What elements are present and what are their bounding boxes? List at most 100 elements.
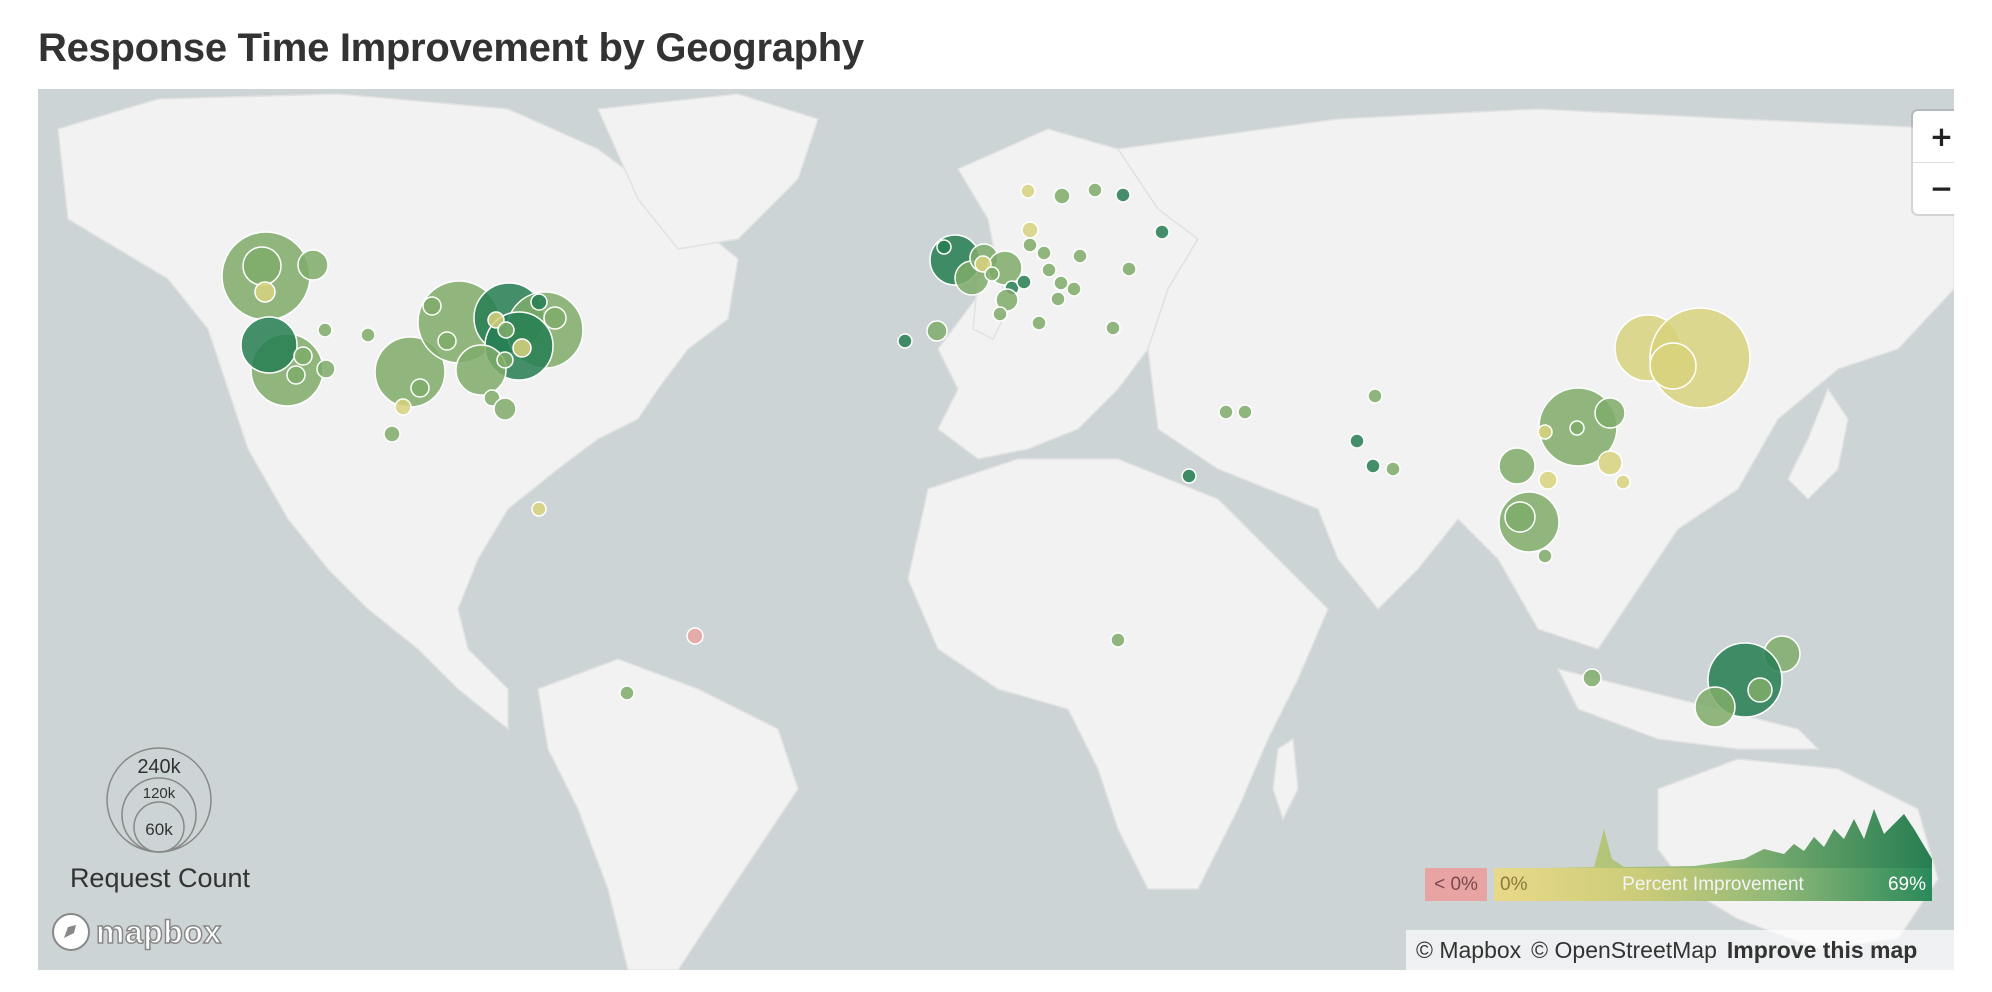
- location-bubble[interactable]: [686, 627, 704, 645]
- location-bubble[interactable]: [1537, 548, 1553, 564]
- south-america-land: [537, 658, 799, 970]
- location-bubble[interactable]: [1615, 474, 1631, 490]
- location-bubble[interactable]: [1072, 248, 1088, 264]
- location-bubble[interactable]: [1747, 677, 1773, 703]
- data-bubbles: [221, 182, 1801, 728]
- improve-map-link[interactable]: Improve this map: [1726, 936, 1918, 963]
- location-bubble[interactable]: [297, 249, 329, 281]
- location-bubble[interactable]: [1050, 291, 1066, 307]
- asia-land: [1116, 108, 1954, 650]
- histogram-area: [1494, 809, 1932, 869]
- color-scale-bar: Percent Improvement 0% 69%: [1494, 868, 1932, 901]
- madagascar-land: [1272, 737, 1299, 821]
- location-bubble[interactable]: [1594, 397, 1626, 429]
- location-bubble[interactable]: [1031, 315, 1047, 331]
- location-bubble[interactable]: [543, 306, 567, 330]
- location-bubble[interactable]: [1121, 261, 1137, 277]
- location-bubble[interactable]: [1110, 632, 1126, 648]
- location-bubble[interactable]: [383, 425, 401, 443]
- location-bubble[interactable]: [1021, 221, 1039, 239]
- location-bubble[interactable]: [316, 359, 336, 379]
- location-bubble[interactable]: [936, 239, 952, 255]
- mapbox-logo[interactable]: mapbox: [50, 911, 222, 953]
- location-bubble[interactable]: [1385, 461, 1401, 477]
- color-scale-min: 0%: [1500, 874, 1528, 895]
- attribution-osm-link[interactable]: © OpenStreetMap: [1531, 936, 1717, 963]
- location-bubble[interactable]: [1504, 501, 1536, 533]
- location-bubble[interactable]: [293, 346, 313, 366]
- location-bubble[interactable]: [317, 322, 333, 338]
- location-bubble[interactable]: [1016, 274, 1032, 290]
- location-bubble[interactable]: [1237, 404, 1253, 420]
- location-bubble[interactable]: [1649, 342, 1697, 390]
- location-bubble[interactable]: [897, 333, 913, 349]
- size-label-120k: 120k: [143, 785, 176, 802]
- map-canvas[interactable]: + − 240k 120k 60k Request Count mapbox: [38, 89, 1954, 970]
- location-bubble[interactable]: [1066, 281, 1082, 297]
- location-bubble[interactable]: [493, 397, 517, 421]
- location-bubble[interactable]: [1367, 388, 1383, 404]
- location-bubble[interactable]: [240, 316, 298, 374]
- basemap: [57, 93, 1954, 970]
- location-bubble[interactable]: [1694, 686, 1736, 728]
- size-label-60k: 60k: [145, 820, 173, 839]
- attribution-mapbox-link[interactable]: © Mapbox: [1416, 936, 1522, 963]
- location-bubble[interactable]: [1498, 447, 1536, 485]
- location-bubble[interactable]: [992, 306, 1008, 322]
- improvement-histogram: [1494, 809, 1932, 869]
- attribution-bar: © Mapbox © OpenStreetMap Improve this ma…: [1406, 930, 1954, 970]
- mapbox-logo-text: mapbox: [95, 913, 222, 951]
- location-bubble[interactable]: [1181, 468, 1197, 484]
- location-bubble[interactable]: [496, 351, 514, 369]
- location-bubble[interactable]: [512, 338, 532, 358]
- location-bubble[interactable]: [1053, 187, 1071, 205]
- location-bubble[interactable]: [1349, 433, 1365, 449]
- size-legend-circles: 240k 120k 60k: [106, 747, 212, 853]
- size-legend: 240k 120k 60k Request Count: [54, 735, 266, 905]
- location-bubble[interactable]: [410, 378, 430, 398]
- location-bubble[interactable]: [1053, 275, 1069, 291]
- zoom-out-button[interactable]: −: [1913, 163, 1954, 214]
- location-bubble[interactable]: [531, 501, 547, 517]
- location-bubble[interactable]: [974, 255, 992, 273]
- location-bubble[interactable]: [437, 331, 457, 351]
- location-bubble[interactable]: [422, 296, 442, 316]
- location-bubble[interactable]: [394, 398, 412, 416]
- indonesia-land: [1556, 667, 1820, 750]
- location-bubble[interactable]: [530, 293, 548, 311]
- location-bubble[interactable]: [242, 246, 282, 286]
- location-bubble[interactable]: [1365, 458, 1381, 474]
- location-bubble[interactable]: [1597, 450, 1623, 476]
- page-title: Response Time Improvement by Geography: [38, 26, 864, 70]
- location-bubble[interactable]: [455, 344, 507, 396]
- location-bubble[interactable]: [1087, 182, 1103, 198]
- location-bubble[interactable]: [497, 321, 515, 339]
- greenland-land: [596, 93, 819, 250]
- location-bubble[interactable]: [1538, 470, 1558, 490]
- location-bubble[interactable]: [984, 266, 1000, 282]
- location-bubble[interactable]: [1041, 262, 1057, 278]
- location-bubble[interactable]: [1218, 404, 1234, 420]
- japan-land: [1787, 387, 1849, 501]
- negative-swatch: < 0%: [1425, 868, 1487, 901]
- location-bubble[interactable]: [254, 281, 276, 303]
- africa-land: [907, 458, 1329, 890]
- location-bubble[interactable]: [1582, 668, 1602, 688]
- zoom-divider: [1913, 162, 1954, 163]
- location-bubble[interactable]: [360, 327, 376, 343]
- location-bubble[interactable]: [926, 320, 948, 342]
- location-bubble[interactable]: [1020, 183, 1036, 199]
- location-bubble[interactable]: [1036, 245, 1052, 261]
- size-circle-60k: [133, 801, 185, 853]
- zoom-in-button[interactable]: +: [1913, 111, 1954, 162]
- location-bubble[interactable]: [1022, 237, 1038, 253]
- location-bubble[interactable]: [619, 685, 635, 701]
- location-bubble[interactable]: [1115, 187, 1131, 203]
- location-bubble[interactable]: [286, 365, 306, 385]
- location-bubble[interactable]: [1569, 420, 1585, 436]
- location-bubble[interactable]: [1537, 424, 1553, 440]
- location-bubble[interactable]: [1105, 320, 1121, 336]
- zoom-control: + −: [1913, 111, 1954, 214]
- location-bubble[interactable]: [1154, 224, 1170, 240]
- color-scale-max: 69%: [1887, 874, 1926, 895]
